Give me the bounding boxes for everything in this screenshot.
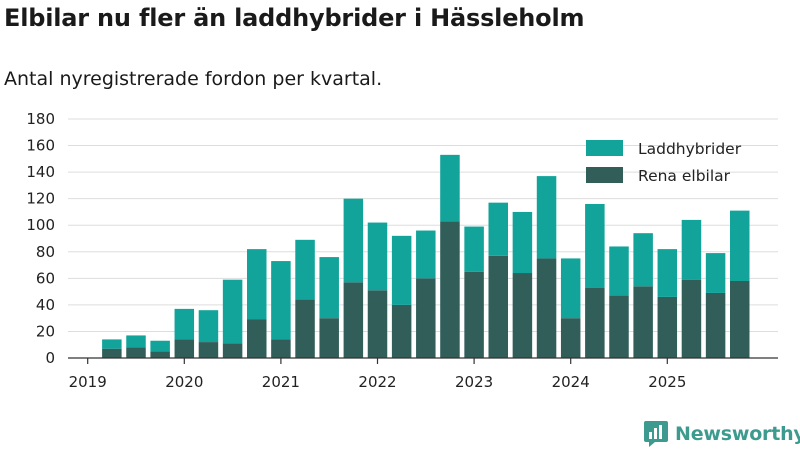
y-tick-label: 80 [36,243,55,261]
bar-laddhybrider-2025-Q2 [681,219,702,280]
bar-rena-elbilar-2023-Q3 [512,273,533,358]
bar-laddhybrider-2021-Q2 [295,239,315,300]
bar-rena-elbilar-2024-Q3 [609,295,629,358]
legend: Laddhybrider Rena elbilar [586,140,742,185]
bar-laddhybrider-2020-Q2 [198,310,219,343]
bar-laddhybrider-2020-Q3 [222,279,243,344]
bar-laddhybrider-2020-Q1 [174,308,195,340]
bar-laddhybrider-2023-Q3 [512,211,533,274]
bar-rena-elbilar-2021-Q2 [295,299,315,358]
bar-laddhybrider-2021-Q4 [343,198,364,283]
bar-rena-elbilar-2020-Q2 [198,342,219,358]
bar-laddhybrider-2022-Q4 [440,154,460,222]
bar-rena-elbilar-2021-Q3 [319,318,339,358]
bar-rena-elbilar-2020-Q3 [222,343,243,358]
newsworthy-logo-icon [644,421,668,447]
bar-laddhybrider-2022-Q2 [391,235,412,305]
x-axis: 2019 2020 2021 2022 2023 2024 2025 [68,357,778,391]
legend-swatch [586,140,623,156]
bar-rena-elbilar-2022-Q3 [416,278,436,358]
bar-laddhybrider-2023-Q1 [464,226,484,272]
y-axis: 0 20 40 60 80 100 120 140 160 180 [26,110,55,367]
bar-laddhybrider-2023-Q4 [536,176,557,259]
x-tick-label: 2022 [358,373,396,391]
bar-laddhybrider-2025-Q1 [657,249,678,297]
bar-rena-elbilar-2021-Q1 [271,339,291,358]
y-tick-label: 160 [26,137,55,155]
bar-laddhybrider-2025-Q4 [730,210,750,281]
bar-rena-elbilar-2023-Q4 [536,258,557,358]
bar-rena-elbilar-2022-Q4 [440,221,460,358]
chart-subtitle: Antal nyregistrerade fordon per kvartal. [4,68,383,90]
bar-rena-elbilar-2022-Q2 [391,304,412,358]
bar-laddhybrider-2023-Q2 [488,202,508,256]
brand-name: Newsworthy [675,423,800,445]
bar-rena-elbilar-2019-Q2 [102,348,122,358]
bar-rena-elbilar-2019-Q3 [126,347,146,358]
y-tick-label: 120 [26,190,55,208]
bar-rena-elbilar-2025-Q2 [681,279,702,358]
x-tick-label: 2025 [648,373,686,391]
legend-label: Laddhybrider [638,140,742,158]
bar-rena-elbilar-2025-Q1 [657,296,678,358]
bar-laddhybrider-2022-Q1 [367,222,388,291]
bar-rena-elbilar-2025-Q3 [705,292,726,358]
bar-laddhybrider-2024-Q1 [560,258,581,319]
y-tick-label: 20 [36,322,55,340]
bar-laddhybrider-2024-Q2 [585,203,605,288]
y-tick-label: 40 [36,296,55,314]
bar-rena-elbilar-2023-Q1 [464,271,484,358]
legend-swatch [586,167,623,183]
legend-label: Rena elbilar [638,167,731,185]
bar-laddhybrider-2021-Q1 [271,261,291,340]
y-tick-label: 180 [26,110,55,128]
x-tick-label: 2020 [165,373,203,391]
bar-rena-elbilar-2020-Q4 [247,319,267,358]
x-tick-label: 2023 [455,373,493,391]
y-tick-label: 60 [36,269,55,287]
bar-laddhybrider-2019-Q2 [102,339,122,349]
bar-rena-elbilar-2025-Q4 [730,280,750,358]
bar-rena-elbilar-2024-Q2 [585,287,605,358]
y-tick-label: 140 [26,163,55,181]
x-tick-label: 2019 [69,373,107,391]
x-tick-label: 2024 [552,373,590,391]
bar-laddhybrider-2022-Q3 [416,230,436,279]
bar-rena-elbilar-2024-Q1 [560,318,581,358]
chart-title: Elbilar nu fler än laddhybrider i Hässle… [4,4,585,32]
bar-laddhybrider-2024-Q4 [633,233,653,287]
bar-laddhybrider-2020-Q4 [247,249,267,320]
bar-rena-elbilar-2020-Q1 [174,339,195,358]
bar-laddhybrider-2019-Q4 [150,340,170,352]
x-tick-label: 2021 [262,373,300,391]
y-tick-label: 0 [45,349,55,367]
bar-rena-elbilar-2019-Q4 [150,351,170,358]
newsworthy-brand: Newsworthy [643,419,800,449]
bar-rena-elbilar-2021-Q4 [343,282,364,358]
bars [102,154,750,358]
bar-rena-elbilar-2022-Q1 [367,290,388,358]
bar-laddhybrider-2021-Q3 [319,257,339,319]
bar-rena-elbilar-2023-Q2 [488,255,508,358]
y-tick-label: 100 [26,216,55,234]
bar-laddhybrider-2025-Q3 [705,253,726,293]
bar-laddhybrider-2019-Q3 [126,335,146,348]
bar-rena-elbilar-2024-Q4 [633,286,653,358]
bar-laddhybrider-2024-Q3 [609,246,629,296]
